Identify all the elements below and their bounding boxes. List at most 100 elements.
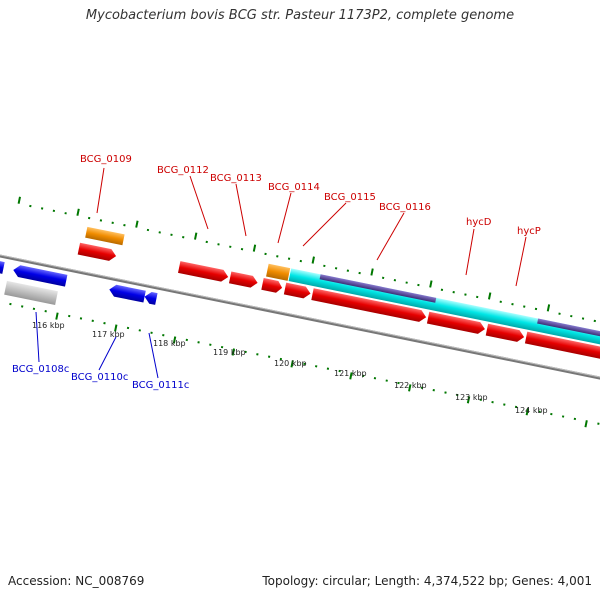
feature-bcg0113[interactable] <box>228 271 259 288</box>
feature-bcg0111c[interactable] <box>143 291 158 305</box>
feature-bcg0107c[interactable] <box>0 258 5 274</box>
tick-label: 122 kbp <box>394 381 427 390</box>
tick-minor <box>138 329 141 332</box>
tick-major <box>76 208 80 216</box>
tick-minor <box>287 257 291 260</box>
feature-orange-a[interactable] <box>85 226 125 246</box>
tick-minor <box>558 312 561 315</box>
tick-minor <box>381 276 385 280</box>
tick-minor <box>523 305 526 308</box>
tick-minor <box>570 314 573 318</box>
tick-major <box>584 420 588 428</box>
tick-major <box>114 324 118 332</box>
tick-minor <box>87 216 91 220</box>
tick-minor <box>126 326 130 330</box>
feature-bcg0115[interactable] <box>283 282 312 300</box>
tick-major <box>525 408 530 416</box>
tick-minor <box>229 245 232 248</box>
tick-minor <box>561 415 565 418</box>
feature-next[interactable] <box>524 331 600 365</box>
tick-minor <box>220 345 224 349</box>
tick-minor <box>162 333 165 337</box>
feature-bcg0112[interactable] <box>178 261 229 283</box>
label-bcg0113[interactable]: BCG_0113 <box>210 173 262 184</box>
tick-minor <box>279 357 283 361</box>
tick-minor <box>479 398 482 401</box>
tick-minor <box>111 221 114 224</box>
label-bcg0114[interactable]: BCG_0114 <box>268 182 320 193</box>
feature-bcg0116[interactable] <box>311 288 427 323</box>
tick-minor <box>240 247 244 251</box>
tick-major <box>172 336 177 344</box>
tick-minor <box>358 271 361 275</box>
tick-label: 124 kbp <box>515 406 548 415</box>
tick-minor <box>9 302 12 306</box>
feature-purple-bar-1[interactable] <box>319 274 437 303</box>
feature-hycd[interactable] <box>426 311 486 335</box>
tick-minor <box>326 367 330 370</box>
tick-major <box>135 220 139 228</box>
label-bcg0112[interactable]: BCG_0112 <box>157 165 209 176</box>
label-bcg0115[interactable]: BCG_0115 <box>324 192 376 203</box>
tick-minor <box>158 231 161 234</box>
feature-orange-b[interactable] <box>266 263 291 281</box>
feature-bcg0114[interactable] <box>261 278 283 294</box>
tick-major <box>546 304 551 312</box>
feature-bcg0109[interactable] <box>77 242 118 262</box>
tick-minor <box>264 252 267 256</box>
tick-major <box>370 268 374 276</box>
label-hycp[interactable]: hycP <box>517 226 541 237</box>
label-bcg0111c[interactable]: BCG_0111c <box>132 380 189 391</box>
tick-minor <box>170 233 173 236</box>
tick-minor <box>593 319 596 323</box>
sequence-backbone <box>0 250 600 386</box>
label-hycd[interactable]: hycD <box>466 217 492 228</box>
tick-major <box>311 256 315 264</box>
tick-minor <box>29 204 32 208</box>
tick-minor <box>397 381 400 385</box>
tick-minor <box>452 291 455 294</box>
tick-minor <box>405 281 408 284</box>
tick-major <box>231 348 236 356</box>
tick-minor <box>32 307 36 311</box>
tick-minor <box>338 369 341 373</box>
tick-label: 119 kbp <box>213 348 246 357</box>
feature-bcg0108c-cds[interactable] <box>12 264 68 287</box>
label-bcg0109[interactable]: BCG_0109 <box>80 154 132 165</box>
tick-minor <box>146 228 150 232</box>
tick-minor <box>267 355 271 358</box>
tick-minor <box>103 322 106 325</box>
feature-bcg0110c[interactable] <box>108 284 146 303</box>
tick-minor <box>417 283 420 287</box>
label-bcg0108c[interactable]: BCG_0108c <box>12 364 69 375</box>
tick-minor <box>182 235 185 239</box>
feature-purple-bar-2[interactable] <box>537 318 600 342</box>
tick-minor <box>503 403 506 406</box>
tick-minor <box>346 269 350 272</box>
tick-major <box>408 384 412 392</box>
label-bcg0110c[interactable]: BCG_0110c <box>71 372 128 383</box>
tick-minor <box>440 288 444 291</box>
tick-major <box>487 292 492 300</box>
label-bcg0116[interactable]: BCG_0116 <box>379 202 431 213</box>
tick-minor <box>99 219 103 222</box>
feature-hycp[interactable] <box>485 323 526 343</box>
feature-bcg0108c-gray[interactable] <box>4 280 58 305</box>
tick-minor <box>581 317 585 320</box>
tick-label: 120 kbp <box>274 359 307 368</box>
tick-minor <box>185 338 188 342</box>
tick-minor <box>314 365 318 368</box>
tick-minor <box>476 295 479 299</box>
tick-minor <box>123 224 126 227</box>
tick-minor <box>444 391 447 394</box>
tick-minor <box>385 379 388 382</box>
tick-minor <box>79 317 83 320</box>
tick-minor <box>420 386 424 389</box>
tick-label: 123 kbp <box>455 393 488 402</box>
tick-major <box>17 196 21 204</box>
tick-minor <box>244 350 247 354</box>
axis-labels: 116 kbp 117 kbp 118 kbp 119 kbp 120 kbp … <box>32 321 548 415</box>
outer-tick-ring <box>17 196 596 323</box>
tick-minor <box>538 410 541 413</box>
